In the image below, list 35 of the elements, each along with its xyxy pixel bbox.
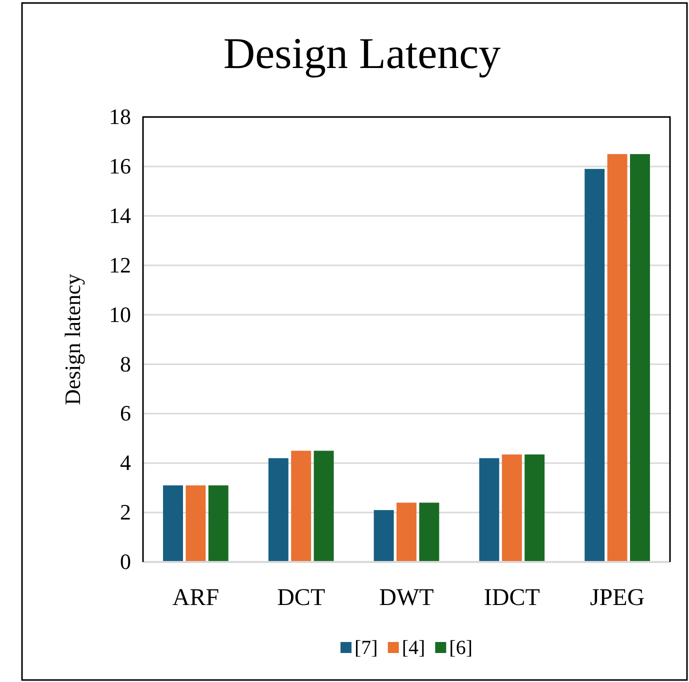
y-tick-label: 2 xyxy=(120,500,131,525)
bar xyxy=(314,450,334,562)
y-tick-label: 12 xyxy=(109,252,131,278)
y-tick-label: 10 xyxy=(109,302,131,327)
y-tick-label: 16 xyxy=(109,153,131,178)
bar xyxy=(584,168,605,562)
y-axis-title: Design latency xyxy=(60,274,85,406)
bar xyxy=(374,510,394,562)
bar xyxy=(268,458,288,562)
bar xyxy=(419,502,440,562)
bar xyxy=(502,454,522,562)
bar xyxy=(630,154,650,562)
x-tick-label: JPEG xyxy=(590,585,645,612)
bar xyxy=(208,485,228,562)
y-tick-label: 4 xyxy=(120,450,131,476)
legend-label: [4] xyxy=(402,637,426,659)
bar xyxy=(396,502,416,562)
x-tick-label: DWT xyxy=(379,585,434,612)
bar xyxy=(524,454,545,562)
bar xyxy=(186,485,206,562)
x-tick-label: DCT xyxy=(277,585,326,612)
bar xyxy=(291,450,312,562)
y-tick-label: 8 xyxy=(120,351,131,376)
bar xyxy=(163,485,183,562)
chart-title: Design Latency xyxy=(223,29,501,78)
legend-label: [6] xyxy=(449,637,472,659)
y-tick-label: 6 xyxy=(120,400,131,426)
bar xyxy=(607,154,628,562)
x-tick-label: ARF xyxy=(172,585,220,612)
legend-label: [7] xyxy=(354,637,378,659)
bar xyxy=(479,458,500,562)
y-tick-label: 0 xyxy=(120,549,131,574)
y-tick-label: 14 xyxy=(109,202,131,228)
y-tick-label: 18 xyxy=(109,104,131,130)
x-tick-label: IDCT xyxy=(484,585,540,612)
